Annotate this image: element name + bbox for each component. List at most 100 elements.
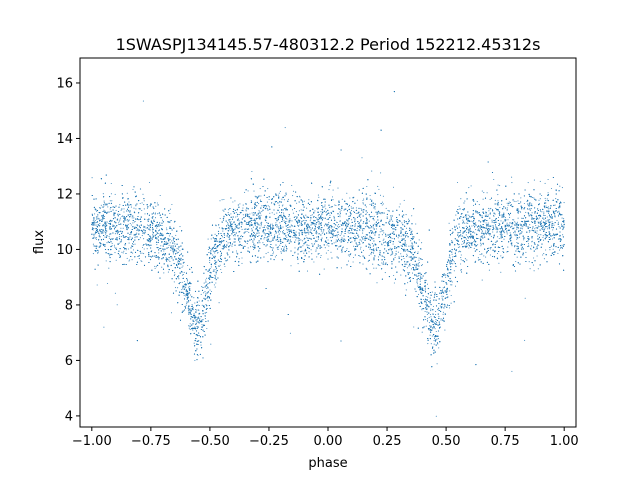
data-point <box>102 204 105 206</box>
data-point <box>369 245 371 247</box>
data-points <box>91 91 565 417</box>
data-point <box>112 232 114 234</box>
data-point <box>430 316 432 318</box>
data-point <box>138 225 140 227</box>
data-point <box>476 226 478 228</box>
data-point <box>389 219 391 221</box>
data-point <box>368 220 370 222</box>
data-point <box>506 222 508 224</box>
data-point <box>550 245 552 247</box>
data-point <box>489 212 491 214</box>
data-point <box>153 255 155 257</box>
data-point <box>208 258 210 260</box>
data-point <box>543 211 545 213</box>
data-point <box>258 229 260 232</box>
data-point <box>319 227 321 229</box>
data-point <box>254 247 256 249</box>
data-point <box>253 232 255 234</box>
data-point <box>333 215 335 217</box>
data-point <box>210 290 213 293</box>
data-point <box>371 243 373 245</box>
data-point <box>190 294 192 296</box>
data-point <box>193 297 195 299</box>
data-point <box>120 227 122 229</box>
data-point <box>547 206 549 208</box>
data-point <box>187 296 190 298</box>
data-point <box>391 237 393 240</box>
data-point <box>345 222 347 224</box>
data-point <box>534 228 536 230</box>
data-point <box>393 231 395 233</box>
data-point <box>521 225 523 227</box>
data-point <box>270 247 272 249</box>
data-point <box>350 206 352 208</box>
data-point <box>251 228 253 230</box>
data-point <box>111 245 113 247</box>
data-point <box>332 234 334 236</box>
data-point <box>206 283 208 286</box>
data-point <box>398 240 400 242</box>
data-point <box>203 292 205 294</box>
data-point <box>122 252 124 254</box>
data-point <box>412 236 414 238</box>
data-point <box>450 280 453 282</box>
data-point <box>361 229 363 231</box>
data-point <box>373 244 375 246</box>
data-point <box>226 240 228 242</box>
data-point <box>155 266 157 268</box>
data-point <box>544 227 546 229</box>
data-point <box>322 231 324 233</box>
data-point <box>509 204 511 206</box>
data-point <box>213 270 215 272</box>
data-point <box>197 317 199 319</box>
data-point <box>117 233 119 235</box>
data-point <box>152 233 154 235</box>
data-point <box>373 215 375 217</box>
data-point <box>146 219 148 221</box>
data-point <box>236 252 238 254</box>
data-point <box>362 230 364 232</box>
data-point <box>340 267 342 269</box>
data-point <box>324 206 326 208</box>
data-point <box>513 234 516 236</box>
data-point <box>511 245 513 247</box>
data-point <box>339 216 341 218</box>
data-point <box>121 251 123 253</box>
data-point <box>529 224 531 226</box>
data-point <box>222 230 224 232</box>
data-point <box>151 224 153 227</box>
data-point <box>428 301 430 303</box>
data-point <box>340 223 342 226</box>
data-point <box>473 224 475 226</box>
data-point <box>328 222 330 224</box>
data-point <box>466 231 468 233</box>
data-point <box>267 188 269 190</box>
data-point <box>168 244 170 246</box>
data-point <box>421 292 423 294</box>
data-point <box>106 242 108 244</box>
data-point <box>132 188 134 191</box>
data-point <box>381 234 383 236</box>
data-point <box>514 221 516 223</box>
data-point <box>473 239 475 241</box>
data-point <box>116 304 118 306</box>
data-point <box>253 243 255 245</box>
data-point <box>104 210 106 212</box>
data-point <box>320 246 322 248</box>
data-point <box>472 221 474 223</box>
data-point <box>403 199 405 201</box>
data-point <box>427 287 429 289</box>
data-point <box>474 232 476 234</box>
data-point <box>283 212 285 214</box>
data-point <box>279 222 281 224</box>
data-point <box>425 304 427 306</box>
data-point <box>132 249 135 251</box>
data-point <box>253 190 255 192</box>
data-point <box>266 226 268 228</box>
data-point <box>510 233 512 235</box>
data-point <box>515 222 517 224</box>
data-point <box>387 209 389 212</box>
data-point <box>317 215 319 217</box>
data-point <box>239 221 241 223</box>
data-point <box>134 235 136 237</box>
